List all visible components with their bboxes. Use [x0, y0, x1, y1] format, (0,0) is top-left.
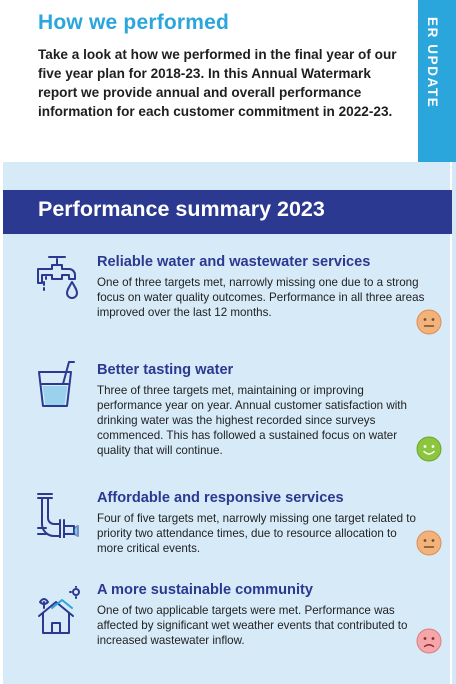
side-tab-label: ER UPDATE: [425, 16, 440, 108]
tap-icon: [37, 256, 78, 299]
unhappy-face-icon: [416, 628, 442, 654]
item-description: Four of five targets met, narrowly missi…: [97, 512, 416, 555]
panel-edge: [0, 162, 3, 684]
summary-title: Performance summary 2023: [38, 197, 325, 221]
item-description: One of two applicable targets were met. …: [97, 604, 408, 647]
item-title: A more sustainable community: [97, 582, 313, 598]
item-description: Three of three targets met, maintaining …: [97, 384, 407, 457]
item-title: Reliable water and wastewater services: [97, 254, 371, 270]
pipe-icon: [37, 493, 79, 538]
neutral-face-icon: [416, 309, 442, 335]
summary-banner: Performance summary 2023: [3, 190, 452, 234]
intro-section: How we performed Take a look at how we p…: [0, 0, 456, 162]
intro-text: Take a look at how we performed in the f…: [38, 47, 397, 119]
side-tab: ER UPDATE: [418, 0, 456, 162]
item-description: One of three targets met, narrowly missi…: [97, 276, 425, 319]
neutral-face-icon: [416, 530, 442, 556]
glass-icon: [38, 361, 75, 407]
performance-summary-panel: Performance summary 2023 Reliable water …: [0, 162, 456, 684]
page-title: How we performed: [38, 11, 230, 34]
item-title: Better tasting water: [97, 362, 234, 378]
happy-face-icon: [416, 436, 442, 462]
solar-house-icon: [38, 586, 80, 634]
item-title: Affordable and responsive services: [97, 490, 344, 506]
